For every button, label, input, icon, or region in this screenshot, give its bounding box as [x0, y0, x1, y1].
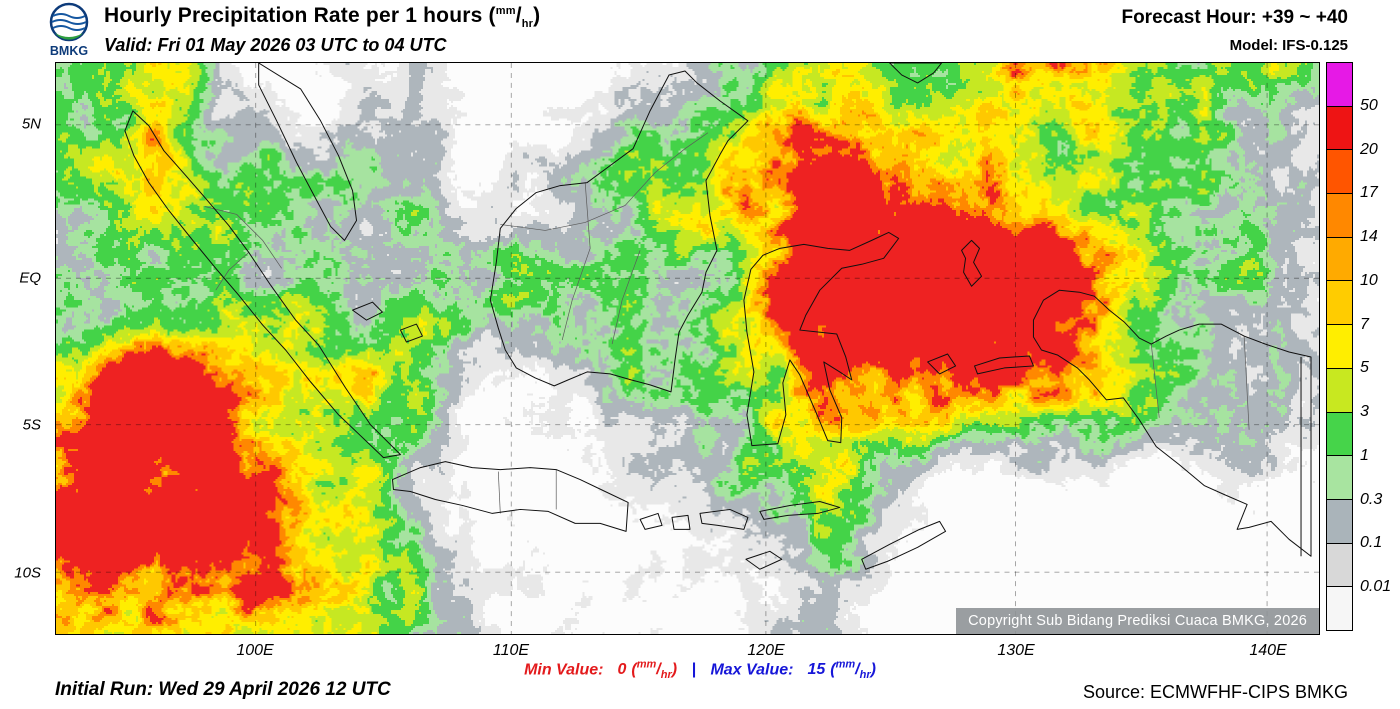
- logo-green-wave-icon: [55, 33, 83, 40]
- legend-color-block: [1327, 455, 1352, 499]
- x-tick-label: 120E: [747, 642, 785, 659]
- max-value: 15: [807, 661, 826, 679]
- initial-run-label: Initial Run: Wed 29 April 2026 12 UTC: [55, 679, 391, 700]
- legend-color-block: [1327, 193, 1352, 237]
- legend-value-label: 0.01: [1360, 578, 1392, 596]
- precip-canvas: [56, 63, 1319, 634]
- legend-value-label: 0.3: [1360, 490, 1383, 508]
- title-block: Hourly Precipitation Rate per 1 hours (m…: [104, 4, 540, 56]
- legend-value-label: 17: [1360, 184, 1378, 202]
- max-value-label: Max Value:: [710, 661, 794, 679]
- legend-value-label: 3: [1360, 403, 1369, 421]
- x-tick-label: 100E: [236, 642, 274, 659]
- minmax-line: Min Value: 0 (mm/hr) | Max Value: 15 (mm/hr): [0, 659, 1400, 682]
- legend-color-block: [1327, 236, 1352, 281]
- legend-color-block: [1327, 105, 1352, 150]
- legend-bar: [1326, 62, 1353, 631]
- legend-value-label: 50: [1360, 96, 1378, 114]
- logo-text: BMKG: [50, 44, 88, 58]
- min-value: 0: [617, 661, 627, 679]
- min-unit: (mm/hr): [631, 659, 678, 682]
- min-value-label: Min Value:: [524, 661, 604, 679]
- legend-value-label: 0.1: [1360, 534, 1383, 552]
- x-tick-label: 140E: [1249, 642, 1287, 659]
- legend-color-block: [1327, 411, 1352, 456]
- y-tick-label: 5N: [21, 115, 41, 133]
- legend-value-label: 14: [1360, 228, 1378, 246]
- max-unit: (mm/hr): [830, 659, 876, 682]
- x-tick-label: 110E: [492, 642, 530, 659]
- legend-color-block: [1327, 542, 1352, 587]
- x-tick-label: 130E: [997, 642, 1035, 659]
- legend-color-block: [1327, 63, 1352, 106]
- page-title: Hourly Precipitation Rate per 1 hours (m…: [104, 4, 540, 30]
- valid-time-label: Valid: Fri 01 May 2026 03 UTC to 04 UTC: [104, 35, 447, 56]
- forecast-hour-label: Forecast Hour: +39 ~ +40: [1121, 7, 1348, 28]
- bmkg-logo: BMKG: [49, 2, 89, 58]
- legend-value-label: 10: [1360, 271, 1378, 289]
- legend-color-block: [1327, 367, 1352, 412]
- y-tick-label: EQ: [19, 269, 41, 287]
- source-label: Source: ECMWFHF-CIPS BMKG: [1082, 682, 1348, 702]
- legend-color-block: [1327, 324, 1352, 368]
- legend: 50 20 17 14 10 7 5 3 1 0.3 0.1 0.01: [1326, 62, 1391, 631]
- legend-color-block: [1327, 498, 1352, 543]
- legend-value-label: 1: [1360, 446, 1369, 464]
- x-axis-labels: 100E 110E 120E 130E 140E: [0, 642, 1400, 662]
- title-unit: (mm/hr): [488, 4, 541, 31]
- y-axis-labels: 5N EQ 5S 10S: [0, 0, 49, 709]
- map-frame: Copyright Sub Bidang Prediksi Cuaca BMKG…: [55, 62, 1320, 635]
- minmax-separator: |: [691, 661, 696, 679]
- legend-value-label: 5: [1360, 359, 1369, 377]
- title-text: Hourly Precipitation Rate per 1 hours: [104, 4, 483, 27]
- legend-value-label: 7: [1360, 315, 1369, 333]
- legend-color-block: [1327, 586, 1352, 630]
- legend-value-label: 20: [1360, 140, 1378, 158]
- legend-color-block: [1327, 149, 1352, 194]
- y-tick-label: 10S: [14, 564, 41, 582]
- copyright-badge: Copyright Sub Bidang Prediksi Cuaca BMKG…: [956, 608, 1319, 634]
- model-label: Model: IFS-0.125: [1229, 37, 1348, 54]
- legend-color-block: [1327, 280, 1352, 325]
- y-tick-label: 5S: [22, 416, 41, 434]
